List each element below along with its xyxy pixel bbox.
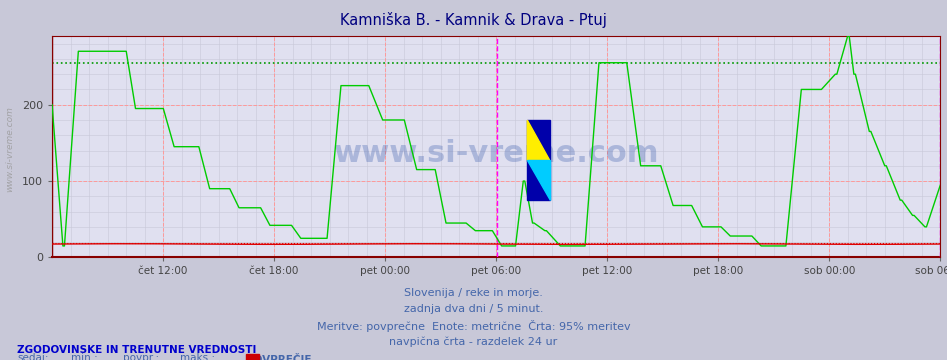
Text: POVPREČJE: POVPREČJE bbox=[246, 353, 312, 360]
Text: sedaj:: sedaj: bbox=[17, 353, 48, 360]
Text: Kamniška B. - Kamnik & Drava - Ptuj: Kamniška B. - Kamnik & Drava - Ptuj bbox=[340, 12, 607, 27]
Text: ZGODOVINSKE IN TRENUTNE VREDNOSTI: ZGODOVINSKE IN TRENUTNE VREDNOSTI bbox=[17, 345, 257, 355]
Bar bbox=[527, 120, 549, 200]
Text: www.si-vreme.com: www.si-vreme.com bbox=[333, 139, 659, 168]
Text: Slovenija / reke in morje.: Slovenija / reke in morje. bbox=[404, 288, 543, 298]
Text: navpična črta - razdelek 24 ur: navpična črta - razdelek 24 ur bbox=[389, 337, 558, 347]
Text: povpr.:: povpr.: bbox=[123, 353, 159, 360]
Text: maks.:: maks.: bbox=[180, 353, 215, 360]
Text: min.:: min.: bbox=[71, 353, 98, 360]
Text: Meritve: povprečne  Enote: metrične  Črta: 95% meritev: Meritve: povprečne Enote: metrične Črta:… bbox=[316, 320, 631, 332]
Text: zadnja dva dni / 5 minut.: zadnja dva dni / 5 minut. bbox=[403, 304, 544, 314]
Polygon shape bbox=[527, 120, 549, 160]
Polygon shape bbox=[527, 160, 549, 200]
Text: www.si-vreme.com: www.si-vreme.com bbox=[5, 107, 14, 192]
